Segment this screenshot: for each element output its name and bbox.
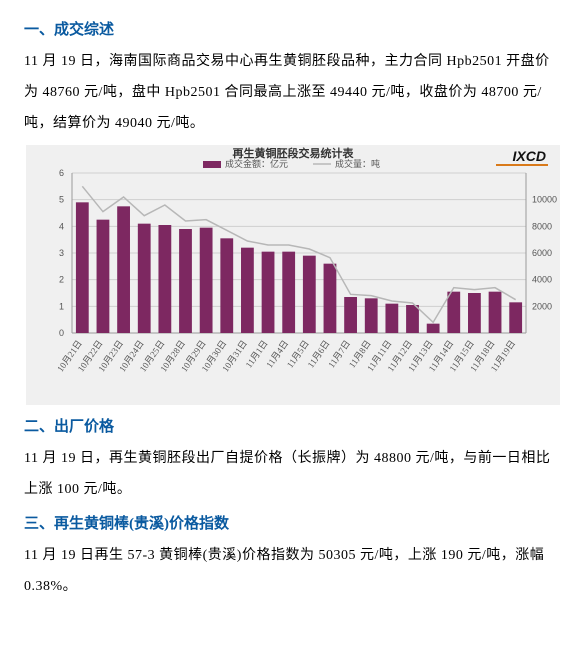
svg-text:IXCD: IXCD (513, 148, 546, 164)
svg-text:4000: 4000 (532, 275, 552, 285)
svg-text:2000: 2000 (532, 302, 552, 312)
svg-text:6: 6 (59, 168, 64, 178)
svg-text:成交金额：亿元: 成交金额：亿元 (225, 158, 288, 169)
svg-text:成交量：吨: 成交量：吨 (335, 158, 380, 169)
svg-text:3: 3 (59, 248, 64, 258)
svg-text:再生黄铜胚段交易统计表: 再生黄铜胚段交易统计表 (233, 146, 355, 160)
section-2-paragraph: 11 月 19 日，再生黄铜胚段出厂自提价格（长振牌）为 48800 元/吨，与… (24, 444, 562, 506)
svg-text:1: 1 (59, 302, 64, 312)
section-3-heading: 三、再生黄铜棒(贵溪)价格指数 (24, 512, 562, 533)
section-1-heading: 一、成交综述 (24, 18, 562, 39)
svg-text:0: 0 (59, 328, 64, 338)
svg-text:8000: 8000 (532, 222, 552, 232)
section-1-paragraph: 11 月 19 日，海南国际商品交易中心再生黄铜胚段品种，主力合同 Hpb250… (24, 47, 562, 139)
svg-text:2: 2 (59, 275, 64, 285)
section-3-paragraph: 11 月 19 日再生 57-3 黄铜棒(贵溪)价格指数为 50305 元/吨，… (24, 541, 562, 603)
svg-text:4: 4 (59, 222, 64, 232)
trading-stats-chart: 012345620004000600080001000010月21日10月22日… (26, 145, 560, 405)
svg-text:6000: 6000 (532, 248, 552, 258)
section-2-heading: 二、出厂价格 (24, 415, 562, 436)
svg-text:10000: 10000 (532, 195, 557, 205)
svg-text:5: 5 (59, 195, 64, 205)
